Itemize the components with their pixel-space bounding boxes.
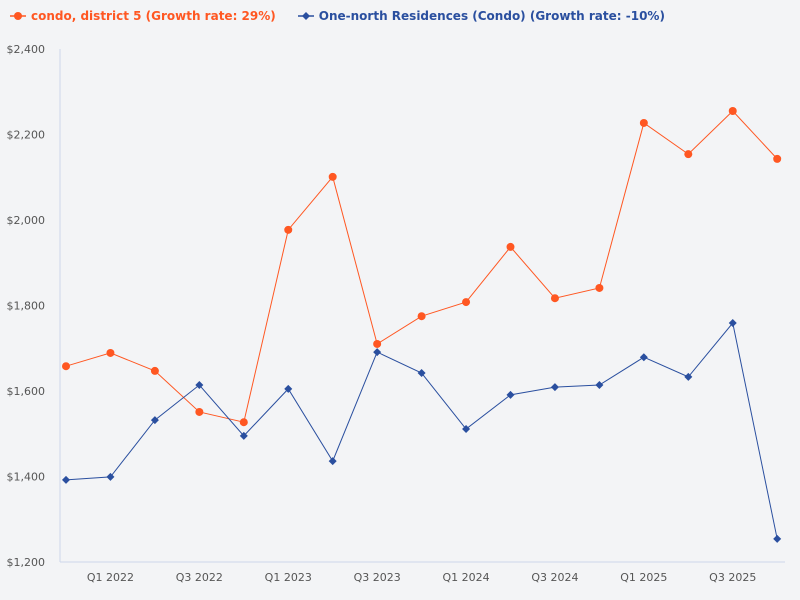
- data-point: [150, 366, 159, 375]
- data-point: [328, 172, 337, 181]
- data-point: [773, 534, 782, 543]
- x-tick-label: Q1 2025: [620, 571, 667, 584]
- y-tick-label: $1,800: [7, 300, 46, 313]
- legend: condo, district 5 (Growth rate: 29%) One…: [10, 9, 665, 23]
- data-point: [684, 372, 693, 381]
- legend-label: condo, district 5 (Growth rate: 29%): [31, 9, 276, 23]
- y-tick-label: $2,400: [7, 43, 46, 56]
- y-tick-label: $1,200: [7, 556, 46, 569]
- y-tick-label: $2,200: [7, 129, 46, 142]
- data-point: [284, 225, 293, 234]
- data-point: [239, 418, 248, 427]
- data-point: [728, 106, 737, 115]
- data-point: [773, 154, 782, 163]
- x-tick-label: Q3 2024: [531, 571, 578, 584]
- data-point: [373, 348, 382, 357]
- data-point: [595, 381, 604, 390]
- legend-label: One-north Residences (Condo) (Growth rat…: [318, 9, 665, 23]
- data-point: [373, 339, 382, 348]
- data-point: [106, 472, 115, 481]
- data-point: [506, 242, 515, 251]
- data-point: [550, 294, 559, 303]
- y-tick-label: $1,600: [7, 385, 46, 398]
- data-point: [195, 381, 204, 390]
- y-tick-label: $1,400: [7, 471, 46, 484]
- data-point: [462, 425, 471, 434]
- x-tick-label: Q3 2023: [354, 571, 401, 584]
- data-point: [62, 362, 70, 371]
- x-tick-label: Q1 2022: [87, 571, 134, 584]
- legend-item-district-5[interactable]: condo, district 5 (Growth rate: 29%): [10, 9, 276, 23]
- data-point: [106, 348, 115, 357]
- x-tick-label: Q1 2024: [442, 571, 489, 584]
- circle-marker-icon: [10, 12, 26, 20]
- data-point: [462, 298, 471, 307]
- data-point: [506, 390, 515, 399]
- x-tick-label: Q3 2025: [709, 571, 756, 584]
- data-point: [550, 383, 559, 392]
- series-line-1: [65, 321, 778, 540]
- data-point: [284, 384, 293, 393]
- data-point: [150, 416, 159, 425]
- diamond-marker-icon: [297, 12, 314, 20]
- x-tick-label: Q1 2023: [265, 571, 312, 584]
- legend-item-one-north[interactable]: One-north Residences (Condo) (Growth rat…: [297, 9, 665, 23]
- data-point: [639, 118, 648, 127]
- data-point: [195, 407, 204, 416]
- data-point: [62, 475, 70, 484]
- data-point: [595, 283, 604, 292]
- data-point: [728, 319, 737, 328]
- data-point: [328, 457, 337, 466]
- x-tick-label: Q3 2022: [176, 571, 223, 584]
- data-point: [639, 353, 648, 362]
- y-tick-label: $2,000: [7, 214, 46, 227]
- data-point: [417, 312, 426, 321]
- data-point: [417, 369, 426, 378]
- data-point: [239, 431, 248, 440]
- data-point: [684, 150, 693, 159]
